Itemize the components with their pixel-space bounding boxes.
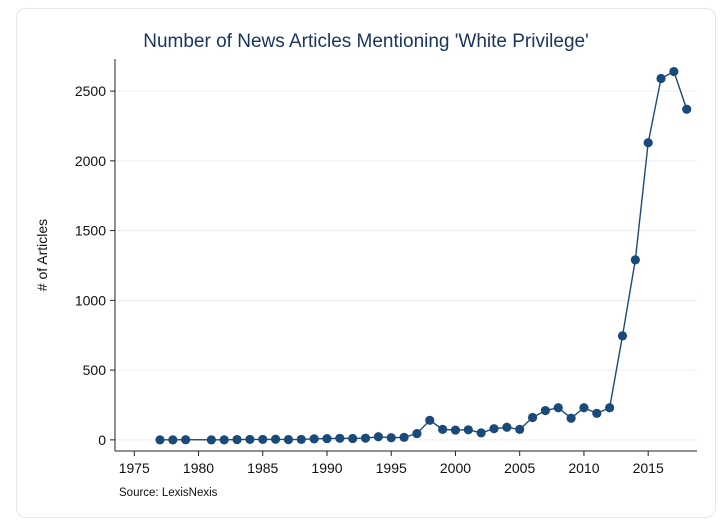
x-tick-label: 2010	[568, 460, 599, 476]
x-tick-label: 2015	[633, 460, 664, 476]
data-point	[605, 403, 615, 413]
data-point	[656, 73, 666, 84]
data-point	[258, 434, 268, 445]
data-point	[335, 433, 345, 443]
data-point	[592, 408, 602, 418]
y-tick-label: 2000	[75, 153, 106, 169]
data-point	[476, 428, 486, 438]
chart-title: Number of News Articles Mentioning 'Whit…	[143, 31, 589, 52]
data-point	[515, 424, 525, 434]
data-point	[386, 433, 396, 443]
data-point	[579, 403, 589, 413]
data-point	[682, 104, 692, 114]
x-tick-label: 1990	[311, 460, 342, 476]
data-point	[412, 428, 422, 439]
data-point	[399, 432, 409, 442]
series-line	[159, 70, 688, 441]
data-point	[463, 425, 473, 435]
source-note: Source: LexisNexis	[119, 487, 218, 499]
chart-card: Number of News Articles Mentioning 'Whit…	[16, 8, 716, 518]
data-point	[425, 415, 435, 425]
data-point	[553, 403, 563, 413]
y-axis-title: # of Articles	[34, 219, 50, 291]
y-tick-label: 1000	[75, 292, 106, 308]
data-point	[155, 435, 165, 445]
data-point	[309, 434, 319, 444]
data-point	[630, 255, 640, 265]
data-point	[669, 66, 679, 77]
data-point	[527, 412, 538, 423]
y-tick-label: 500	[83, 362, 107, 378]
data-point	[502, 422, 512, 432]
data-point	[438, 424, 448, 434]
data-point	[373, 432, 383, 442]
data-point	[566, 413, 576, 423]
x-tick-label: 2005	[504, 460, 535, 476]
y-tick-label: 1500	[75, 223, 106, 239]
data-point	[643, 138, 653, 148]
line-chart: 0 500 1000 1500 2000 2500 1975 1980 1985 1990 1995…	[34, 59, 697, 499]
data-point	[489, 424, 499, 434]
y-tick-label: 2500	[75, 83, 106, 99]
data-point	[296, 434, 306, 445]
data-point	[360, 433, 371, 443]
data-point	[206, 435, 216, 445]
x-tick-label: 2000	[440, 460, 471, 476]
data-point	[450, 425, 461, 435]
data-point	[181, 435, 191, 445]
data-point	[348, 433, 358, 444]
x-tick-label: 1985	[247, 460, 278, 476]
x-tick-label: 1975	[119, 460, 150, 476]
x-tick-label: 1995	[376, 460, 407, 476]
data-point	[283, 434, 294, 445]
data-point	[270, 434, 281, 444]
data-point	[322, 433, 332, 444]
data-point	[168, 435, 178, 445]
data-point	[617, 331, 628, 341]
y-tick-label: 0	[98, 432, 106, 448]
data-point	[245, 434, 255, 445]
data-point	[232, 434, 242, 445]
data-point	[540, 405, 550, 416]
data-point	[219, 435, 229, 445]
x-tick-label: 1980	[183, 460, 214, 476]
